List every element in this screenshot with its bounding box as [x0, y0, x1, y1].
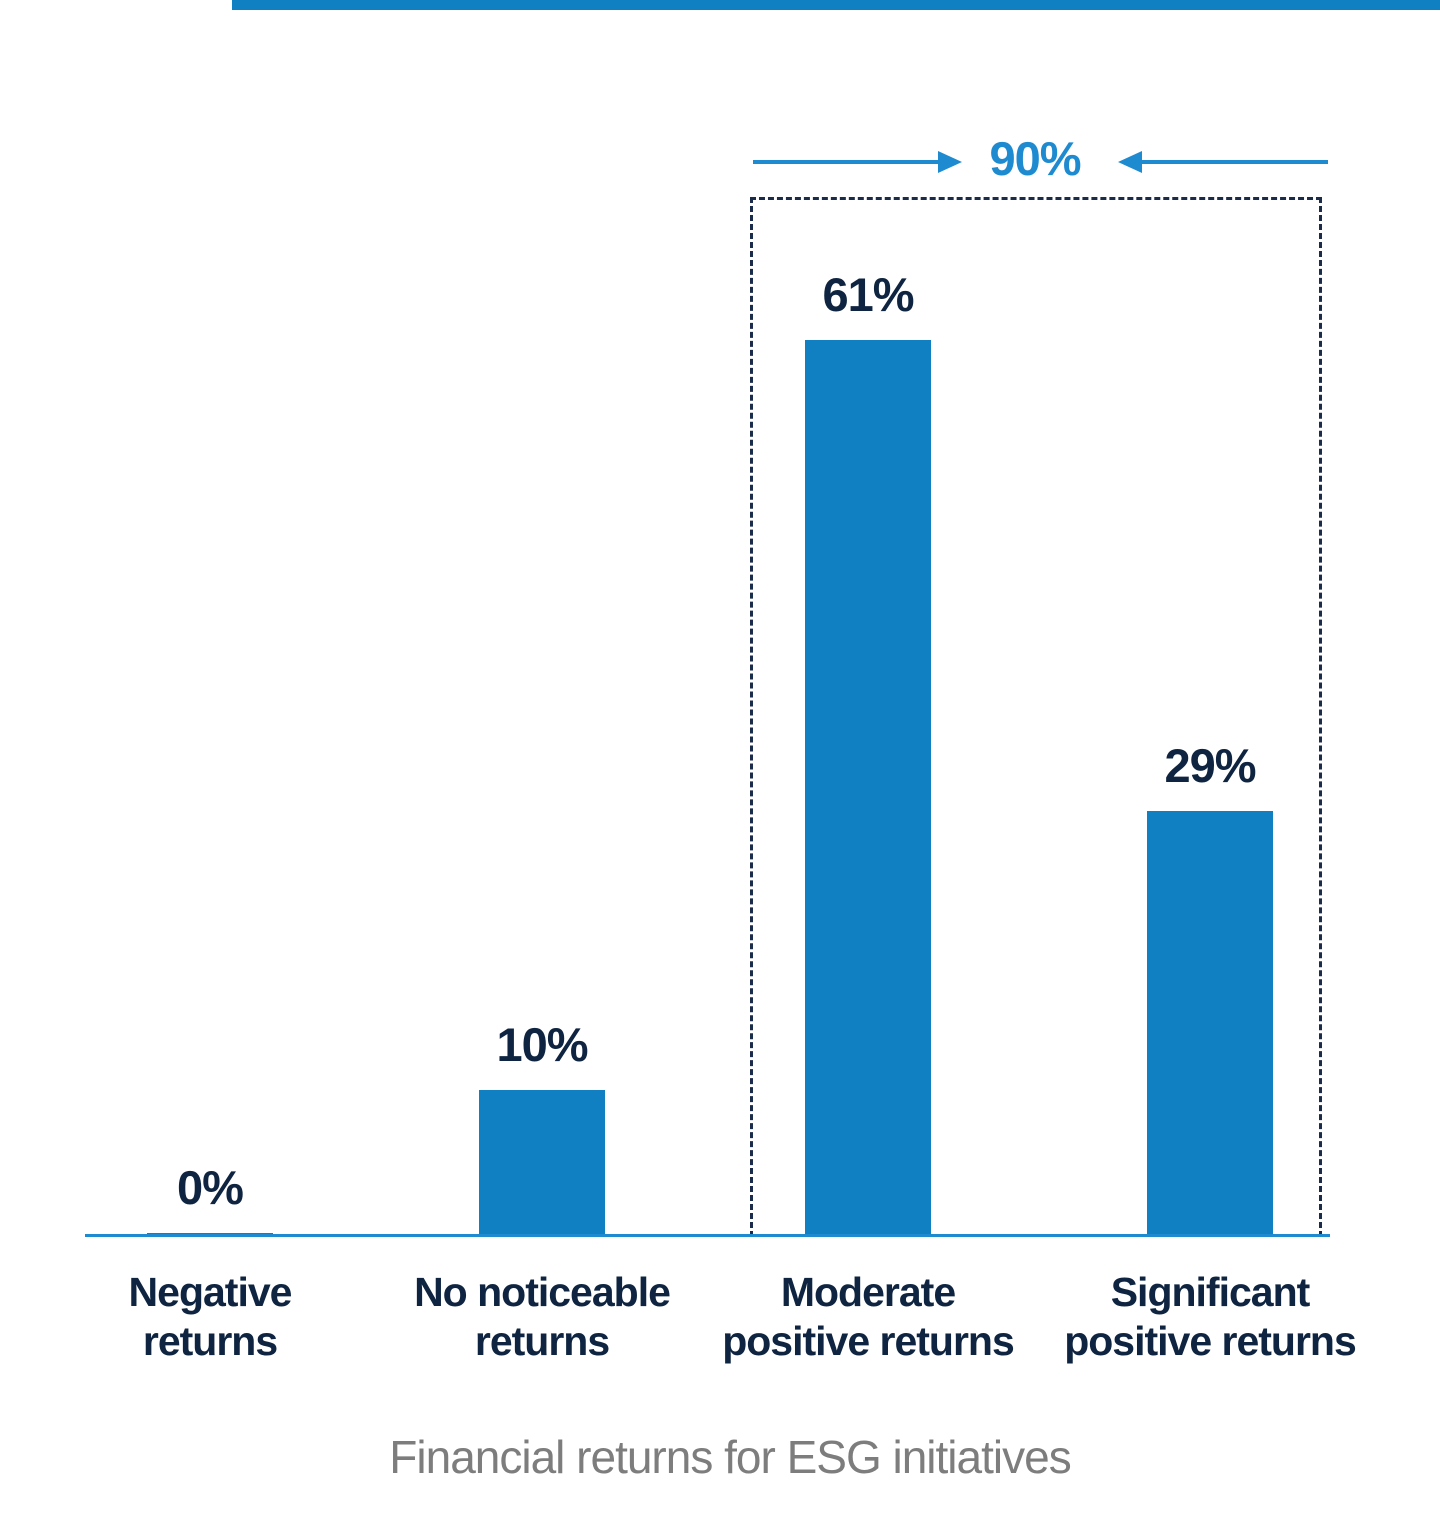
top-accent-bar	[232, 0, 1440, 10]
arrow-left-line-icon	[1142, 160, 1328, 164]
bar-value-label: 10%	[496, 1018, 588, 1071]
x-axis-line	[85, 1234, 1330, 1237]
category-label: No noticeable returns	[414, 1269, 671, 1365]
bar-value-label: 29%	[1164, 738, 1256, 792]
arrow-left-icon	[1118, 151, 1142, 173]
bar-value-label: 0%	[177, 1161, 244, 1214]
bar	[805, 340, 931, 1237]
group-highlight-box	[750, 197, 1322, 1237]
arrow-right-icon	[938, 151, 962, 173]
arrow-right-line-icon	[753, 160, 940, 164]
bar	[479, 1090, 605, 1237]
category-label: Significant positive returns	[1064, 1269, 1357, 1365]
bar	[1147, 810, 1273, 1237]
group-total-label: 90%	[989, 132, 1081, 185]
category-label: Moderate positive returns	[722, 1269, 1015, 1365]
category-label: Negative returns	[128, 1269, 293, 1365]
x-axis-title: Financial returns for ESG initiatives	[389, 1431, 1071, 1483]
bar-value-label: 61%	[822, 268, 914, 322]
